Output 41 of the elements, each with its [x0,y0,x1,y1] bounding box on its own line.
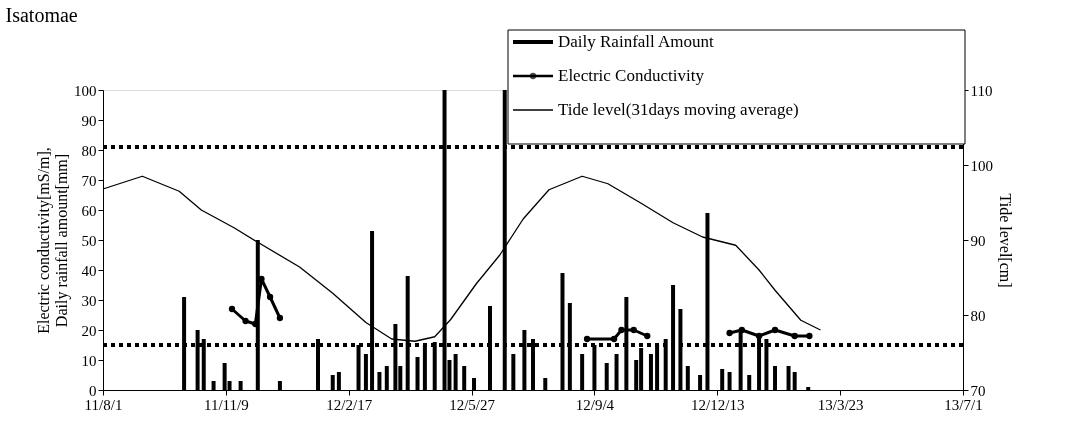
y2-tick-label: 70 [970,382,986,399]
x-tick-label: 11/11/9 [203,396,249,413]
y2-axis-title: Tide level[cm] [997,193,1014,288]
x-tick-label: 12/9/4 [575,396,615,413]
y-tick-label: 90 [81,112,97,129]
y-tick-label: 40 [81,262,97,279]
point [266,293,274,301]
y-tick-label: 0 [89,382,97,399]
y-tick-label: 100 [74,82,97,99]
y-tick-label: 30 [81,292,97,309]
point [806,332,813,340]
y2-tick-label: 80 [970,307,986,324]
point [258,275,265,283]
x-tick-label: 13/7/1 [944,396,983,413]
point [755,332,763,340]
y-tick-label: 50 [81,232,97,249]
y-tick-label: 20 [81,322,97,339]
point [242,317,249,325]
chart-title: Isatomae [5,3,78,26]
y2-tick-label: 90 [970,232,986,249]
x-tick-label: 12/2/17 [326,396,373,413]
y-tick-label: 10 [81,352,97,369]
legend-label: Tide level(31days moving average) [558,100,799,119]
x-tick-label: 11/8/1 [84,396,123,413]
x-tick-label: 12/5/27 [449,396,496,413]
x-tick-label: 13/3/23 [817,396,864,413]
y2-tick-label: 110 [970,82,993,99]
y-tick-label: 80 [81,142,97,159]
point [791,332,798,340]
y-tick-label: 70 [81,172,97,189]
legend-label: Daily Rainfall Amount [558,32,715,51]
legend-label: Electric Conductivity [558,66,705,85]
y-tick-label: 60 [81,202,97,219]
point [276,314,284,322]
x-tick-label: 12/12/13 [691,396,745,413]
point [738,326,746,334]
point [771,326,779,334]
point [726,329,733,337]
point [228,305,236,313]
y-axis-title: Electric conductivity[mS/m], Daily rainfall amount[mm] [35,147,71,334]
y2-tick-label: 100 [970,157,993,174]
